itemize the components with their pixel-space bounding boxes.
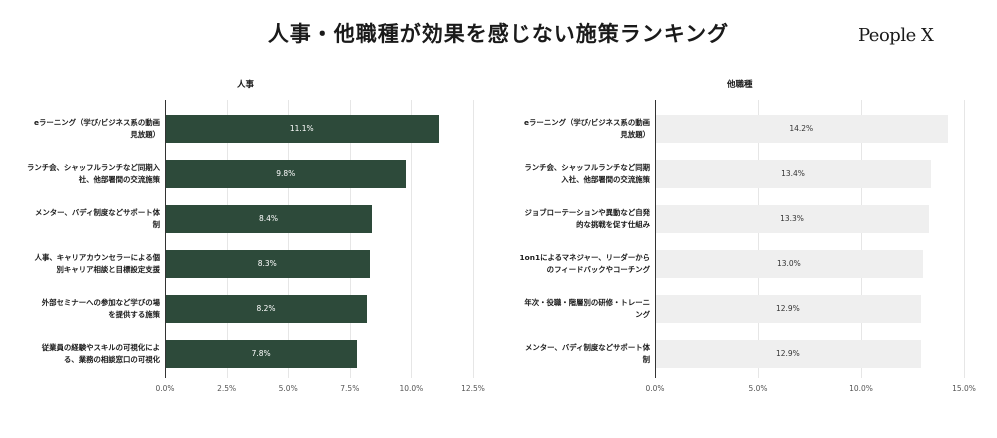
- page-title: 人事・他職種が効果を感じない施策ランキング: [267, 22, 730, 46]
- brand-logo: People X: [858, 25, 934, 46]
- x-tick-label-other-3: 15.0%: [952, 384, 976, 393]
- x-tick-label-hr-5: 12.5%: [461, 384, 485, 393]
- category-label-line: メンター、バディ制度などサポート体: [524, 343, 650, 352]
- category-label-line: eラーニング（学び/ビジネス系の動画: [34, 118, 160, 127]
- y-axis-line-hr: [165, 100, 166, 378]
- category-label-line: 的な挑戦を促す仕組み: [576, 220, 650, 229]
- category-label-line: ランチ会、シャッフルランチなど同期: [524, 163, 650, 172]
- category-label-line: を提供する施策: [108, 310, 160, 319]
- x-tick-label-other-2: 10.0%: [849, 384, 873, 393]
- x-tick-label-hr-4: 10.0%: [399, 384, 424, 393]
- category-label-line: ング: [635, 310, 650, 319]
- bar-other-1: [656, 160, 932, 188]
- category-label-line: る、業務の相談窓口の可視化: [63, 355, 160, 364]
- value-label-other-0: 14.2%: [789, 124, 814, 133]
- x-tick-label-hr-2: 5.0%: [278, 384, 298, 393]
- value-label-hr-1: 9.8%: [276, 169, 296, 178]
- x-tick-label-hr-0: 0.0%: [155, 384, 175, 393]
- bar-other-0: [656, 115, 948, 143]
- bar-hr-5: [166, 340, 358, 368]
- y-axis-line-other: [655, 100, 656, 378]
- bar-hr-0: [166, 115, 439, 143]
- value-label-hr-2: 8.4%: [258, 214, 279, 223]
- gridline-other-1: [758, 100, 759, 378]
- category-label-other-2: ジョブローテーションや異動など自発的な挑戦を促す仕組み: [490, 207, 651, 231]
- category-label-line: 制: [152, 220, 160, 229]
- category-label-line: 外部セミナーへの参加など学びの場: [41, 298, 160, 307]
- category-label-hr-3: 人事、キャリアカウンセラーによる個別キャリア相談と目標設定支援: [0, 252, 160, 276]
- category-label-other-5: メンター、バディ制度などサポート体制: [490, 342, 650, 366]
- category-label-hr-1: ランチ会、シャッフルランチなど同期入社、他部署間の交流施策: [0, 162, 160, 186]
- category-label-other-4: 年次・役職・階層別の研修・トレーニング: [490, 297, 650, 321]
- category-label-line: eラーニング（学び/ビジネス系の動画: [524, 118, 650, 127]
- category-label-line: 従業員の経験やスキルの可視化によ: [41, 343, 160, 352]
- category-label-line: 見放題）: [620, 130, 650, 139]
- category-label-line: メンター、バディ制度などサポート体: [34, 208, 160, 217]
- value-label-other-4: 12.9%: [775, 304, 800, 313]
- value-label-other-5: 12.9%: [775, 349, 800, 358]
- value-label-hr-4: 8.2%: [256, 304, 276, 313]
- chart-title-other: 他職種: [727, 80, 753, 90]
- value-label-other-1: 13.4%: [781, 169, 805, 178]
- bar-hr-2: [166, 205, 372, 233]
- gridline-hr-2: [288, 100, 290, 378]
- category-label-hr-2: メンター、バディ制度などサポート体制: [0, 207, 160, 231]
- bar-other-3: [656, 250, 923, 278]
- gridline-hr-1: [226, 100, 228, 378]
- category-label-line: 年次・役職・階層別の研修・トレーニ: [524, 298, 650, 307]
- category-label-line: 1on1によるマネジャー、リーダーから: [519, 253, 650, 262]
- value-label-other-2: 13.3%: [780, 214, 804, 223]
- x-tick-label-hr-3: 7.5%: [340, 384, 360, 393]
- value-label-hr-0: 11.1%: [289, 124, 314, 133]
- gridline-hr-3: [349, 100, 351, 378]
- category-label-line: ランチ会、シャッフルランチなど同期入: [26, 163, 160, 172]
- category-label-hr-5: 従業員の経験やスキルの可視化による、業務の相談窓口の可視化: [0, 342, 160, 366]
- category-label-line: 社、他部署間の交流施策: [78, 175, 160, 184]
- x-tick-label-other-0: 0.0%: [645, 384, 665, 393]
- value-label-hr-5: 7.8%: [251, 349, 271, 358]
- x-tick-label-other-1: 5.0%: [748, 384, 768, 393]
- category-label-line: のフィードバックやコーチング: [546, 265, 650, 274]
- chart-hr: 人事 11.1% eラーニング（学び/ビジネス系の動画見放題） 9.8% ランチ会、シ…: [0, 60, 490, 420]
- gridline-hr-5: [473, 100, 474, 378]
- category-label-line: 見放題）: [130, 130, 160, 139]
- category-label-hr-4: 外部セミナーへの参加など学びの場を提供する施策: [0, 297, 160, 321]
- bar-hr-4: [166, 295, 368, 323]
- gridline-other-3: [964, 100, 965, 378]
- category-label-line: 入社、他部署間の交流施策: [561, 175, 650, 184]
- category-label-other-1: ランチ会、シャッフルランチなど同期入社、他部署間の交流施策: [490, 162, 650, 186]
- chart-title-hr: 人事: [237, 80, 255, 90]
- category-label-other-3: 1on1によるマネジャー、リーダーからのフィードバックやコーチング: [490, 252, 650, 276]
- bar-other-4: [656, 295, 921, 323]
- category-label-hr-0: eラーニング（学び/ビジネス系の動画見放題）: [0, 117, 160, 141]
- value-label-other-3: 13.0%: [776, 259, 801, 268]
- bar-other-5: [656, 340, 921, 368]
- category-label-line: ジョブローテーションや異動など自発: [524, 208, 651, 217]
- bar-other-2: [656, 205, 929, 233]
- bar-hr-3: [166, 250, 370, 278]
- gridline-hr-4: [411, 100, 413, 378]
- category-label-other-0: eラーニング（学び/ビジネス系の動画見放題）: [490, 117, 650, 141]
- category-label-line: 人事、キャリアカウンセラーによる個: [34, 253, 160, 262]
- gridline-other-2: [861, 100, 862, 378]
- category-label-line: 制: [642, 355, 650, 364]
- value-label-hr-3: 8.3%: [257, 259, 277, 268]
- bar-hr-1: [166, 160, 407, 188]
- chart-other: 他職種 14.2% eラーニング（学び/ビジネス系の動画見放題） 13.4% ランチ会…: [490, 60, 997, 420]
- x-tick-label-hr-1: 2.5%: [217, 384, 237, 393]
- category-label-line: 別キャリア相談と目標設定支援: [56, 265, 160, 274]
